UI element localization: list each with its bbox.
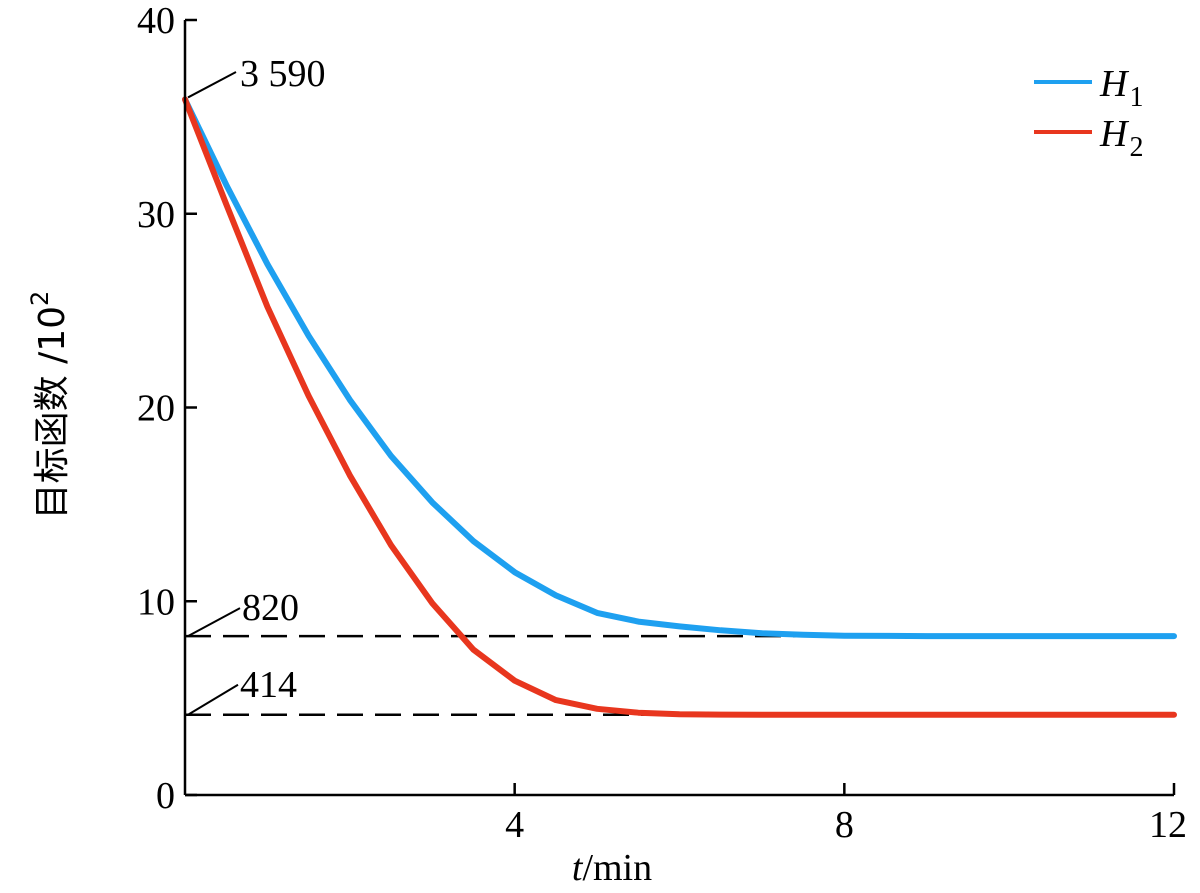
reference-label-leader-414 [187, 683, 239, 716]
legend-label-base: H [1099, 113, 1130, 155]
annotation-label: 3 590 [240, 53, 326, 95]
plot-area: 820 414 3 590 [182, 53, 1177, 718]
x-axis-label: t/min [572, 847, 652, 889]
x-axis-variable: t [572, 847, 584, 889]
x-axis-unit: min [593, 847, 652, 889]
reference-label-414: 414 [240, 664, 297, 706]
y-tick-label-40: 40 [137, 0, 175, 42]
legend-label-H1: H1 [1099, 63, 1143, 113]
legend-label-subscript: 1 [1129, 82, 1143, 113]
reference-label-820: 820 [242, 587, 299, 629]
series-line-H1 [182, 96, 1177, 640]
y-tick-label-10: 10 [137, 581, 175, 623]
legend-label-base: H [1099, 63, 1130, 105]
series-line-H2 [182, 96, 1177, 718]
x-tick-label-4: 4 [505, 804, 524, 846]
y-axis-label: 目标函数 /102 [26, 291, 73, 520]
y-tick-label-20: 20 [137, 388, 175, 430]
y-tick-label-30: 30 [137, 194, 175, 236]
y-axis-label-exponent: 2 [26, 291, 54, 306]
y-axis-label-text: 目标函数 /10 [32, 306, 73, 519]
reference-label-leader-820 [187, 607, 241, 638]
x-tick-label-12: 12 [1149, 804, 1187, 846]
x-tick-label-8: 8 [835, 804, 854, 846]
y-tick-label-0: 0 [156, 775, 175, 817]
legend-label-H2: H2 [1099, 113, 1143, 163]
legend-label-subscript: 2 [1129, 132, 1143, 163]
annotation-leader [187, 71, 237, 99]
